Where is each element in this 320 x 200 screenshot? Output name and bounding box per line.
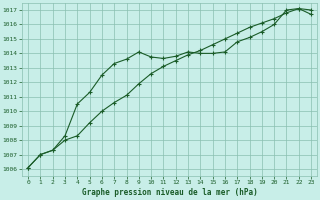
X-axis label: Graphe pression niveau de la mer (hPa): Graphe pression niveau de la mer (hPa) <box>82 188 258 197</box>
